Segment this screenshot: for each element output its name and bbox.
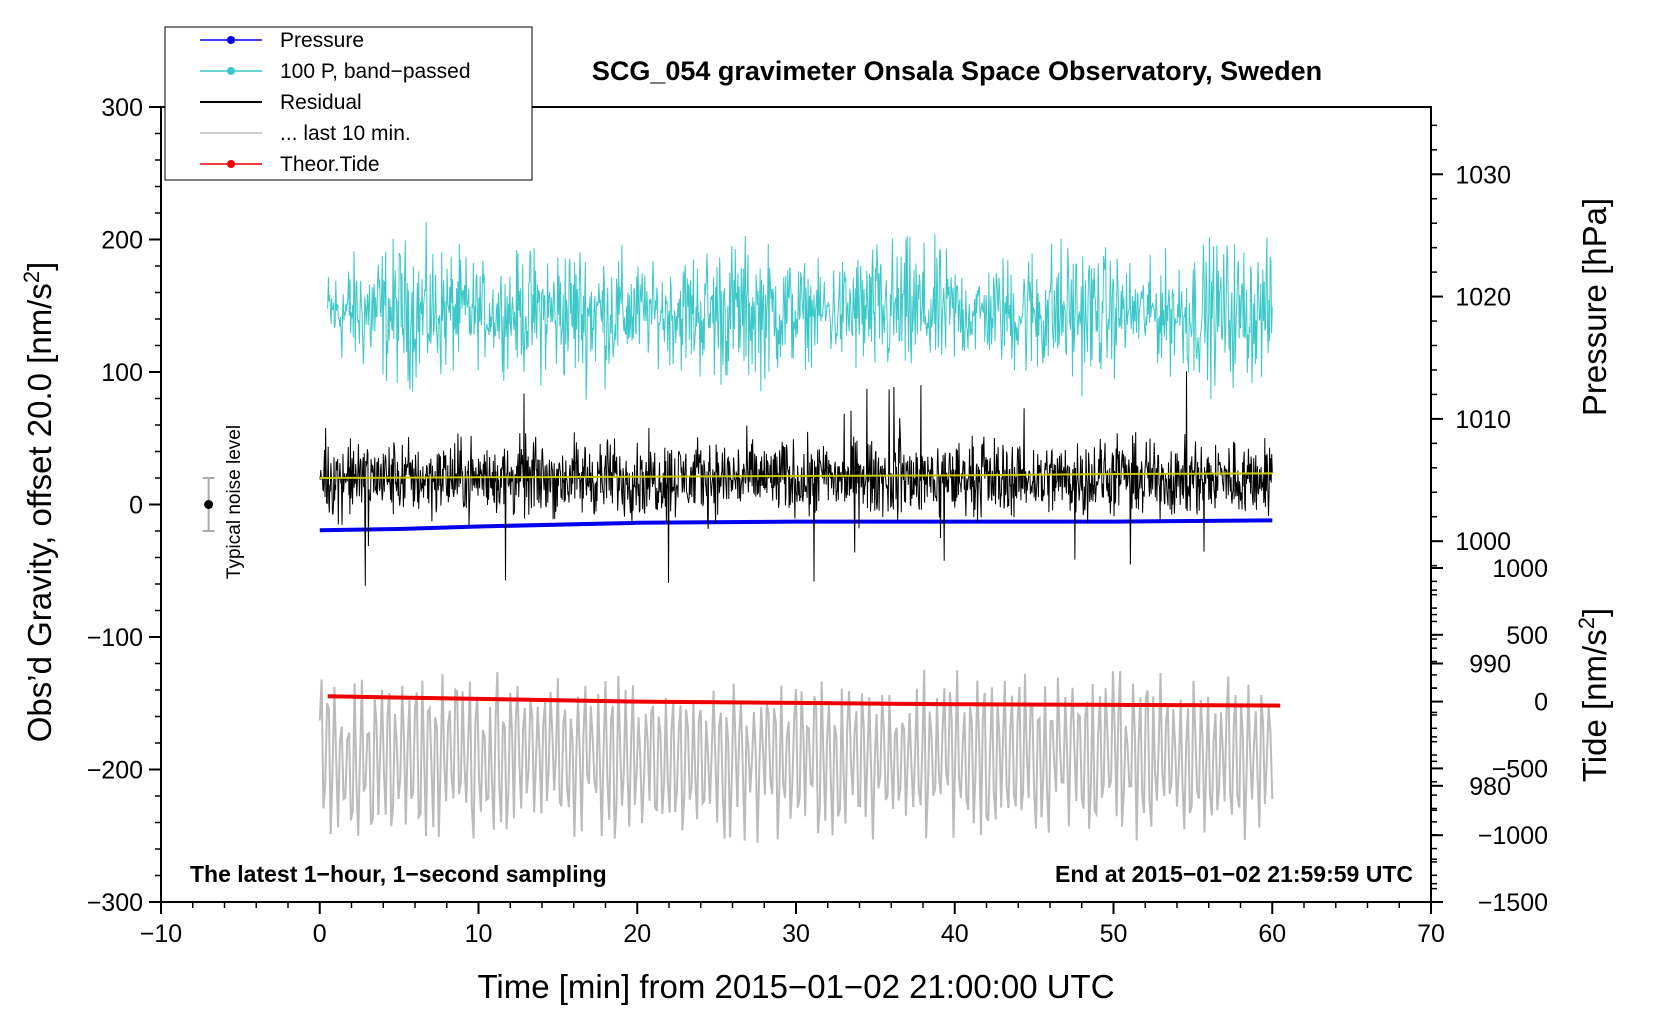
series-theor-tide — [327, 694, 1281, 708]
pressure-tick-label: 990 — [1469, 651, 1511, 679]
legend-label: ... last 10 min. — [280, 122, 411, 145]
x-tick-label: 20 — [623, 920, 651, 948]
series-layer — [318, 221, 1281, 843]
y-tick-label: 200 — [101, 227, 143, 255]
noise-bar-dot — [204, 500, 214, 509]
y-tick-label: −300 — [87, 889, 143, 917]
y-axis-title-sup: 2 — [19, 271, 44, 283]
legend-items: Pressure 100 P, band−passed Residual ... la… — [200, 29, 471, 176]
pressure-tick-label: 1030 — [1455, 161, 1511, 189]
y-tick-label: 0 — [129, 492, 143, 520]
series-last-10-min — [318, 669, 1274, 843]
y-tick-label: −200 — [87, 757, 143, 785]
noise-level-label: Typical noise level — [224, 425, 245, 579]
noise-level-marker — [202, 477, 215, 532]
y-axis-title-main: Obs’d Gravity, offset 20.0 [nm/s — [21, 283, 58, 742]
x-tick-label: −10 — [140, 920, 182, 948]
legend-label: Residual — [280, 91, 362, 114]
axes-layer: −10 0 10 20 30 40 50 60 70−300−200−1000100200300… — [87, 94, 1548, 948]
x-tick-label: 10 — [465, 920, 493, 948]
tide-axis-title-sup: 2 — [1574, 617, 1599, 629]
x-tick-label: 40 — [941, 920, 969, 948]
tide-tick-label: −500 — [1492, 755, 1548, 783]
pressure-tick-label: 1010 — [1455, 406, 1511, 434]
annotation-sampling: The latest 1−hour, 1−second sampling — [190, 861, 607, 887]
tide-tick-label: 0 — [1534, 689, 1548, 717]
pressure-tick-label: 980 — [1469, 773, 1511, 801]
tide-axis-title: Tide [nm/s2] — [1574, 608, 1613, 782]
tide-tick-label: −1500 — [1478, 889, 1548, 917]
legend-label: Pressure — [280, 29, 364, 52]
series-residual — [319, 371, 1273, 586]
y-tick-label: 100 — [101, 359, 143, 387]
x-tick-label: 0 — [313, 920, 327, 948]
annotation-end-time: End at 2015−01−02 21:59:59 UTC — [1055, 861, 1413, 887]
y-tick-label: −100 — [87, 624, 143, 652]
x-axis-title: Time [min] from 2015−01−02 21:00:00 UTC — [477, 968, 1114, 1005]
series-residual-smoothed — [319, 472, 1273, 479]
pressure-tick-label: 1020 — [1455, 284, 1511, 312]
y-axis-title: Obs’d Gravity, offset 20.0 [nm/s2] — [19, 262, 58, 743]
x-tick-label: 50 — [1100, 920, 1128, 948]
tide-tick-label: −1000 — [1478, 822, 1548, 850]
legend-marker — [227, 160, 235, 168]
x-tick-label: 60 — [1258, 920, 1286, 948]
y-tick-label: 300 — [101, 94, 143, 122]
tide-tick-label: 1000 — [1492, 555, 1548, 583]
tide-axis-title-end: ] — [1576, 608, 1613, 617]
legend-label: Theor.Tide — [280, 153, 380, 176]
legend-marker — [227, 67, 235, 75]
x-tick-label: 70 — [1417, 920, 1445, 948]
legend-marker — [227, 36, 235, 44]
pressure-axis-title: Pressure [hPa] — [1576, 198, 1613, 416]
legend-box — [164, 26, 533, 181]
series-band-passed-pressure — [327, 221, 1273, 401]
legend-label: 100 P, band−passed — [280, 60, 471, 83]
legend: Pressure 100 P, band−passed Residual ... la… — [164, 26, 533, 181]
chart-title: SCG_054 gravimeter Onsala Space Observat… — [592, 56, 1322, 86]
series-pressure — [319, 518, 1273, 533]
tide-tick-label: 500 — [1506, 622, 1548, 650]
x-tick-label: 30 — [782, 920, 810, 948]
tide-axis-title-main: Tide [nm/s — [1576, 629, 1613, 782]
y-axis-title-end: ] — [21, 262, 58, 271]
pressure-tick-label: 1000 — [1455, 528, 1511, 556]
